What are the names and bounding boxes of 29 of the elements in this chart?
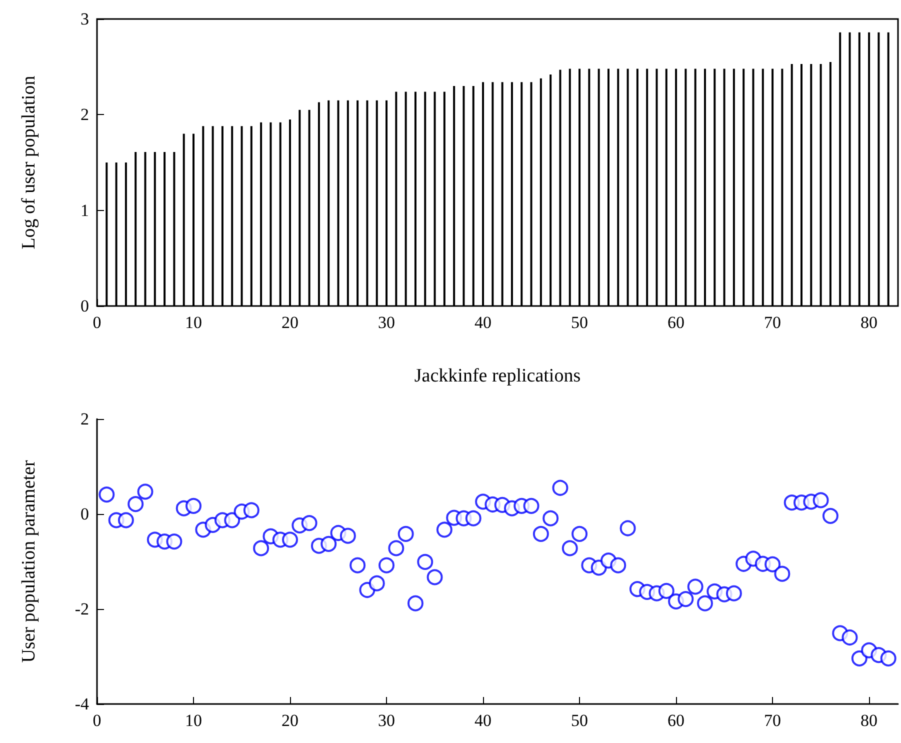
y-tick-label: 2 [80,410,89,428]
x-tick-label: 10 [185,711,202,730]
x-tick-label: 60 [668,711,685,730]
y-axis-title: Log of user population [18,75,40,250]
x-tick-label: 0 [92,711,102,730]
x-tick-label: 30 [378,711,396,730]
y-tick-label: -2 [74,600,89,618]
y-tick-label: 2 [80,105,89,124]
x-tick-label: 0 [92,313,102,332]
y-tick-label: -4 [74,694,90,714]
y-axis-title: User population parameter [18,460,40,663]
x-tick-label: 10 [185,313,202,332]
x-tick-label: 60 [668,313,685,332]
x-tick-label: 40 [474,313,492,332]
x-tick-label: 40 [474,711,492,730]
x-tick-label: 20 [282,711,299,730]
y-tick-label: 0 [80,296,89,316]
x-axis-title: Jackkinfe replications [414,366,581,386]
y-tick-label: 1 [80,200,89,220]
x-tick-label: 80 [860,711,878,730]
x-tick-label: 20 [282,313,299,332]
y-tick-label: 3 [80,10,89,28]
x-tick-label: 50 [571,313,588,332]
x-tick-label: 30 [378,313,396,332]
x-tick-label: 70 [764,313,782,332]
x-tick-label: 80 [860,313,878,332]
y-tick-label: 0 [80,504,89,524]
x-tick-label: 50 [571,711,588,730]
x-tick-label: 70 [764,711,782,730]
